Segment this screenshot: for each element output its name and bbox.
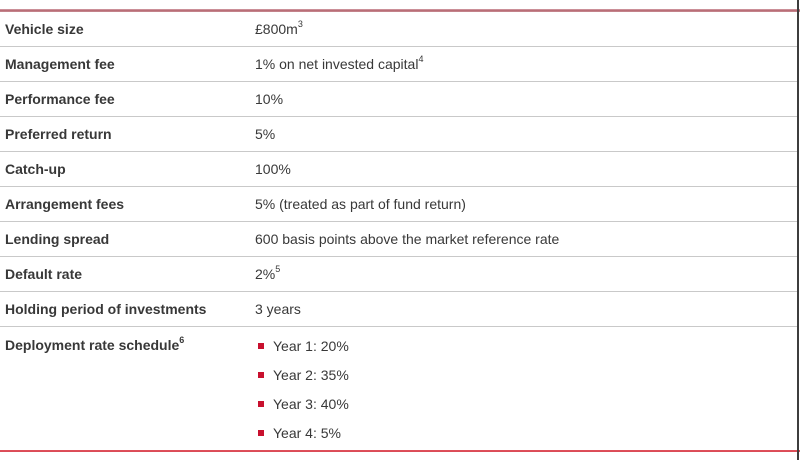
deployment-schedule-list: Year 1: 20% Year 2: 35% Year 3: 40% Year…	[255, 327, 797, 447]
table-row: Performance fee 10%	[0, 82, 797, 117]
list-item: Year 4: 5%	[255, 418, 797, 447]
table-row: Lending spread 600 basis points above th…	[0, 222, 797, 257]
row-label: Deployment rate schedule6	[5, 335, 185, 353]
footnote-marker: 3	[297, 19, 303, 30]
bullet-square-icon	[258, 429, 264, 436]
table-row: Arrangement fees 5% (treated as part of …	[0, 187, 797, 222]
table-row: Management fee 1% on net invested capita…	[0, 47, 797, 82]
row-label: Vehicle size	[5, 21, 84, 37]
row-value: £800m3	[255, 19, 303, 37]
row-value: 600 basis points above the market refere…	[255, 231, 560, 247]
row-value: 3 years	[255, 301, 301, 317]
row-label: Holding period of investments	[5, 301, 207, 317]
list-item: Year 3: 40%	[255, 389, 797, 418]
bullet-square-icon	[258, 342, 264, 349]
page-right-edge-border	[797, 0, 799, 460]
row-value: 2%5	[255, 264, 281, 282]
footnote-marker: 4	[418, 54, 424, 65]
table-row: Vehicle size £800m3	[0, 12, 797, 47]
table-row: Catch-up 100%	[0, 152, 797, 187]
footnote-marker: 6	[179, 335, 185, 346]
row-label: Lending spread	[5, 231, 110, 247]
row-label: Catch-up	[5, 161, 66, 177]
row-value: Year 1: 20% Year 2: 35% Year 3: 40% Year…	[255, 327, 797, 447]
row-label: Default rate	[5, 266, 83, 282]
row-label: Preferred return	[5, 126, 112, 142]
row-value: 5%	[255, 126, 276, 142]
table-row: Preferred return 5%	[0, 117, 797, 152]
footnote-marker: 5	[275, 264, 281, 275]
table-row: Default rate 2%5	[0, 257, 797, 292]
top-rule-divider	[0, 9, 800, 12]
table-row: Deployment rate schedule6 Year 1: 20% Ye…	[0, 327, 797, 450]
row-label: Arrangement fees	[5, 196, 125, 212]
row-value: 100%	[255, 161, 291, 177]
row-value: 1% on net invested capital4	[255, 54, 424, 72]
bottom-rule-divider	[0, 450, 800, 452]
list-item: Year 2: 35%	[255, 360, 797, 389]
row-value: 10%	[255, 91, 284, 107]
list-item: Year 1: 20%	[255, 331, 797, 360]
fund-terms-table: Vehicle size £800m3 Management fee 1% on…	[0, 12, 797, 450]
bullet-square-icon	[258, 371, 264, 378]
table-row: Holding period of investments 3 years	[0, 292, 797, 327]
bullet-square-icon	[258, 400, 264, 407]
row-label: Performance fee	[5, 91, 115, 107]
row-value: 5% (treated as part of fund return)	[255, 196, 466, 212]
row-label: Management fee	[5, 56, 115, 72]
